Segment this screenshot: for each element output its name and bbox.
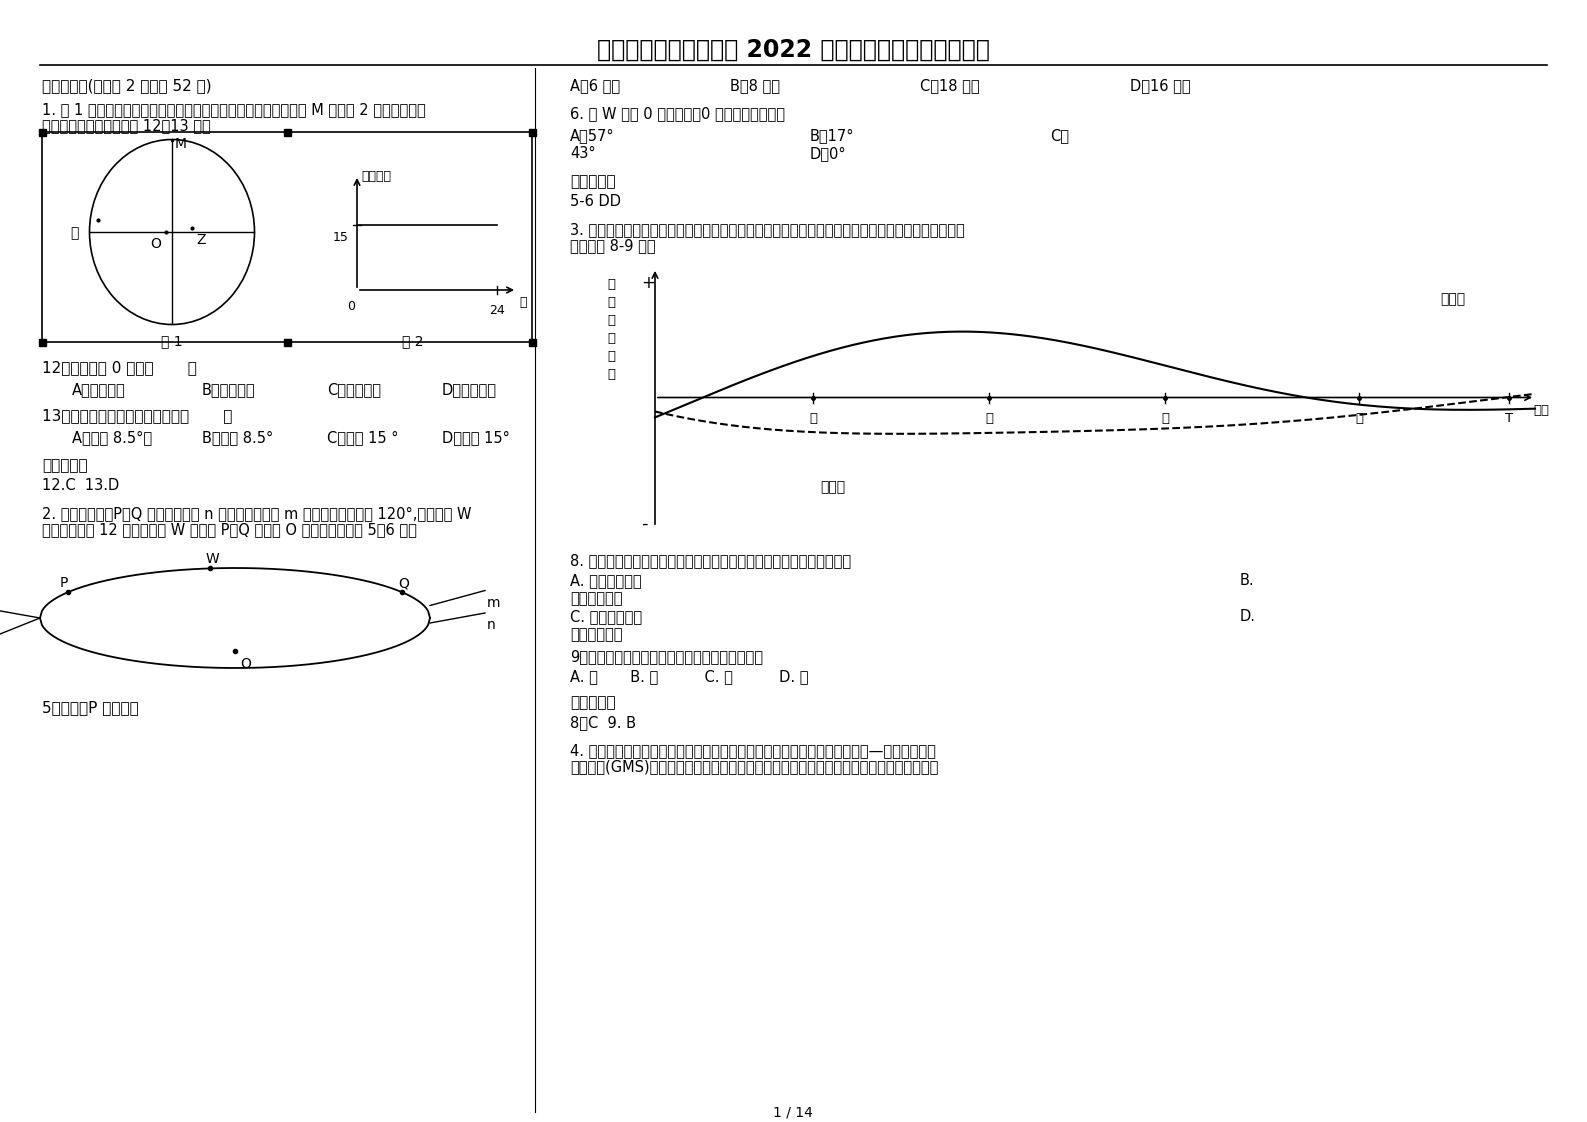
Text: O: O (240, 656, 251, 671)
Text: 加大教育投入: 加大教育投入 (570, 591, 622, 606)
Polygon shape (284, 129, 290, 136)
Text: 完善养老保障: 完善养老保障 (570, 627, 622, 642)
Text: B．南纬 8.5°: B．南纬 8.5° (202, 430, 273, 445)
Polygon shape (38, 129, 46, 136)
Text: 太阳高度: 太阳高度 (360, 171, 390, 183)
Text: 变: 变 (606, 314, 616, 327)
Polygon shape (528, 339, 535, 346)
Text: 例: 例 (606, 368, 616, 381)
Text: A．北纬 8.5°；: A．北纬 8.5°； (71, 430, 152, 445)
Text: 点的地方时为 12 点此日以后 W 点将向 P、Q 的中点 O 移动，据此完成 5～6 题。: 点的地方时为 12 点此日以后 W 点将向 P、Q 的中点 O 移动，据此完成 … (41, 522, 417, 537)
Text: 比: 比 (606, 350, 616, 364)
Text: 13．此日，太阳直射点的纬度是（       ）: 13．此日，太阳直射点的纬度是（ ） (41, 408, 232, 423)
Text: 参考答案：: 参考答案： (41, 458, 87, 473)
Text: 43°: 43° (570, 146, 595, 160)
Text: Q: Q (398, 577, 409, 590)
Text: 乙: 乙 (986, 412, 993, 424)
Text: 24: 24 (489, 304, 505, 318)
Text: D．北纬 15°: D．北纬 15° (443, 430, 509, 445)
Polygon shape (38, 339, 46, 346)
Text: 丙: 丙 (1162, 412, 1170, 424)
Text: 时: 时 (519, 296, 527, 309)
Text: 3. 城市核心区和边缘区都是城市地域的组成部分，下图示意城市核心区和边缘区人口变化的城市化模: 3. 城市核心区和边缘区都是城市地域的组成部分，下图示意城市核心区和边缘区人口变… (570, 222, 965, 237)
Bar (41, 132, 532, 342)
Text: 陕西省西安市大学附中 2022 年高三地理模拟试卷含解析: 陕西省西安市大学附中 2022 年高三地理模拟试卷含解析 (597, 38, 989, 62)
Text: 甲: 甲 (809, 412, 817, 424)
Text: 口: 口 (606, 296, 616, 309)
Text: B.: B. (1239, 573, 1255, 588)
Text: 0: 0 (348, 300, 355, 313)
Text: 2. 如下图所示：P、Q 为某日晨昏线 n 与北半球某纬线 m 的交点，经度差为 120°,已知此时 W: 2. 如下图所示：P、Q 为某日晨昏线 n 与北半球某纬线 m 的交点，经度差为… (41, 506, 471, 521)
Text: 12．甲地位于 0 地的（       ）: 12．甲地位于 0 地的（ ） (41, 360, 197, 375)
Text: 5．该日，P 的夜长是: 5．该日，P 的夜长是 (41, 700, 138, 715)
Polygon shape (528, 129, 535, 136)
Ellipse shape (89, 139, 254, 324)
Text: 参考答案：: 参考答案： (570, 695, 616, 710)
Text: 图 1: 图 1 (162, 334, 183, 348)
Text: P: P (60, 577, 68, 590)
Text: B．东北方向: B．东北方向 (202, 381, 256, 397)
Text: 5-6 DD: 5-6 DD (570, 194, 621, 209)
Text: A、57°: A、57° (570, 128, 614, 142)
Text: 4. 在国际政治多极化、世界经济全球化和区域化迅速发展的推动下，澜沧江—湄公河次区域: 4. 在国际政治多极化、世界经济全球化和区域化迅速发展的推动下，澜沧江—湄公河次… (570, 743, 936, 758)
Text: 参考答案：: 参考答案： (570, 174, 616, 188)
Text: D.: D. (1239, 609, 1255, 624)
Text: Z: Z (197, 233, 205, 247)
Text: A．正南方向: A．正南方向 (71, 381, 125, 397)
Text: 阳高度变化图。读图完成 12～13 题。: 阳高度变化图。读图完成 12～13 题。 (41, 118, 211, 134)
Text: 丁: 丁 (1355, 412, 1363, 424)
Polygon shape (284, 339, 290, 346)
Text: 12.C  13.D: 12.C 13.D (41, 478, 119, 493)
Text: 经济合作(GMS)已成为亚太地区经济、贸易及投资的新热点。它建立在平等、互信、利的基: 经济合作(GMS)已成为亚太地区经济、贸易及投资的新热点。它建立在平等、互信、利… (570, 758, 938, 774)
Text: A. 甲       B. 乙          C. 丙          D. 丁: A. 甲 B. 乙 C. 丙 D. 丁 (570, 669, 808, 684)
Text: A. 实施二孩政策: A. 实施二孩政策 (570, 573, 641, 588)
Text: n: n (487, 618, 495, 632)
Text: 核心区: 核心区 (820, 480, 846, 494)
Text: 1. 图 1 为某日以极点附近某地为中心的半球图，甲地地方时早于 M 地。图 2 为乙地当日太: 1. 图 1 为某日以极点附近某地为中心的半球图，甲地地方时早于 M 地。图 2… (41, 102, 425, 117)
Text: 1 / 14: 1 / 14 (773, 1106, 813, 1120)
Text: B、17°: B、17° (809, 128, 854, 142)
Text: C、18 小时: C、18 小时 (920, 79, 979, 93)
Text: O: O (151, 237, 160, 251)
Text: 型。完成 8-9 题。: 型。完成 8-9 题。 (570, 238, 655, 252)
Text: 图 2: 图 2 (402, 334, 424, 348)
Text: m: m (487, 596, 500, 609)
Text: C．南纬 15 °: C．南纬 15 ° (327, 430, 398, 445)
Text: 9．该城市化模型中，逆城市化阶段开始的时间是: 9．该城市化模型中，逆城市化阶段开始的时间是 (570, 649, 763, 664)
Text: 边缘区: 边缘区 (1439, 292, 1465, 306)
Text: D．正北方向: D．正北方向 (443, 381, 497, 397)
Text: C. 疏散城市职能: C. 疏散城市职能 (570, 609, 643, 624)
Text: +: + (641, 274, 655, 292)
Text: M: M (175, 137, 187, 151)
Text: 15: 15 (333, 231, 349, 243)
Text: -: - (641, 515, 647, 533)
Text: B、8 小时: B、8 小时 (730, 79, 779, 93)
Text: D、16 小时: D、16 小时 (1130, 79, 1190, 93)
Text: 8. 为迅速缓解图中甲时间点之前城市核心区的环境问题，采取的措施有: 8. 为迅速缓解图中甲时间点之前城市核心区的环境问题，采取的措施有 (570, 553, 851, 568)
Text: 6. 当 W 点与 0 点重合时，0 点正午太阳高度为: 6. 当 W 点与 0 点重合时，0 点正午太阳高度为 (570, 105, 786, 121)
Text: A、6 小时: A、6 小时 (570, 79, 621, 93)
Text: 化: 化 (606, 332, 616, 344)
Text: C、: C、 (1051, 128, 1070, 142)
Text: 时间: 时间 (1533, 404, 1549, 416)
Text: 甲: 甲 (70, 226, 78, 240)
Text: C．西南方向: C．西南方向 (327, 381, 381, 397)
Text: W: W (206, 552, 219, 567)
Text: 一、选择题(每小题 2 分，共 52 分): 一、选择题(每小题 2 分，共 52 分) (41, 79, 211, 93)
Text: 8．C  9. B: 8．C 9. B (570, 715, 636, 730)
Text: 人: 人 (606, 278, 616, 291)
Text: T: T (1504, 412, 1512, 424)
Text: D、0°: D、0° (809, 146, 846, 160)
